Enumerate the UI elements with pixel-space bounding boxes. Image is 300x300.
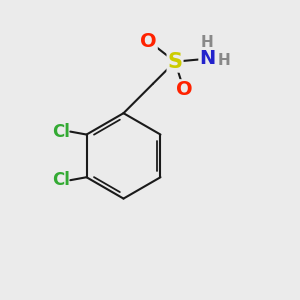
Text: S: S	[167, 52, 182, 72]
Text: Cl: Cl	[52, 123, 70, 141]
Text: H: H	[201, 35, 214, 50]
Text: Cl: Cl	[52, 171, 70, 189]
Text: H: H	[217, 53, 230, 68]
Text: N: N	[199, 49, 215, 68]
Text: O: O	[140, 32, 157, 51]
Text: O: O	[176, 80, 192, 99]
